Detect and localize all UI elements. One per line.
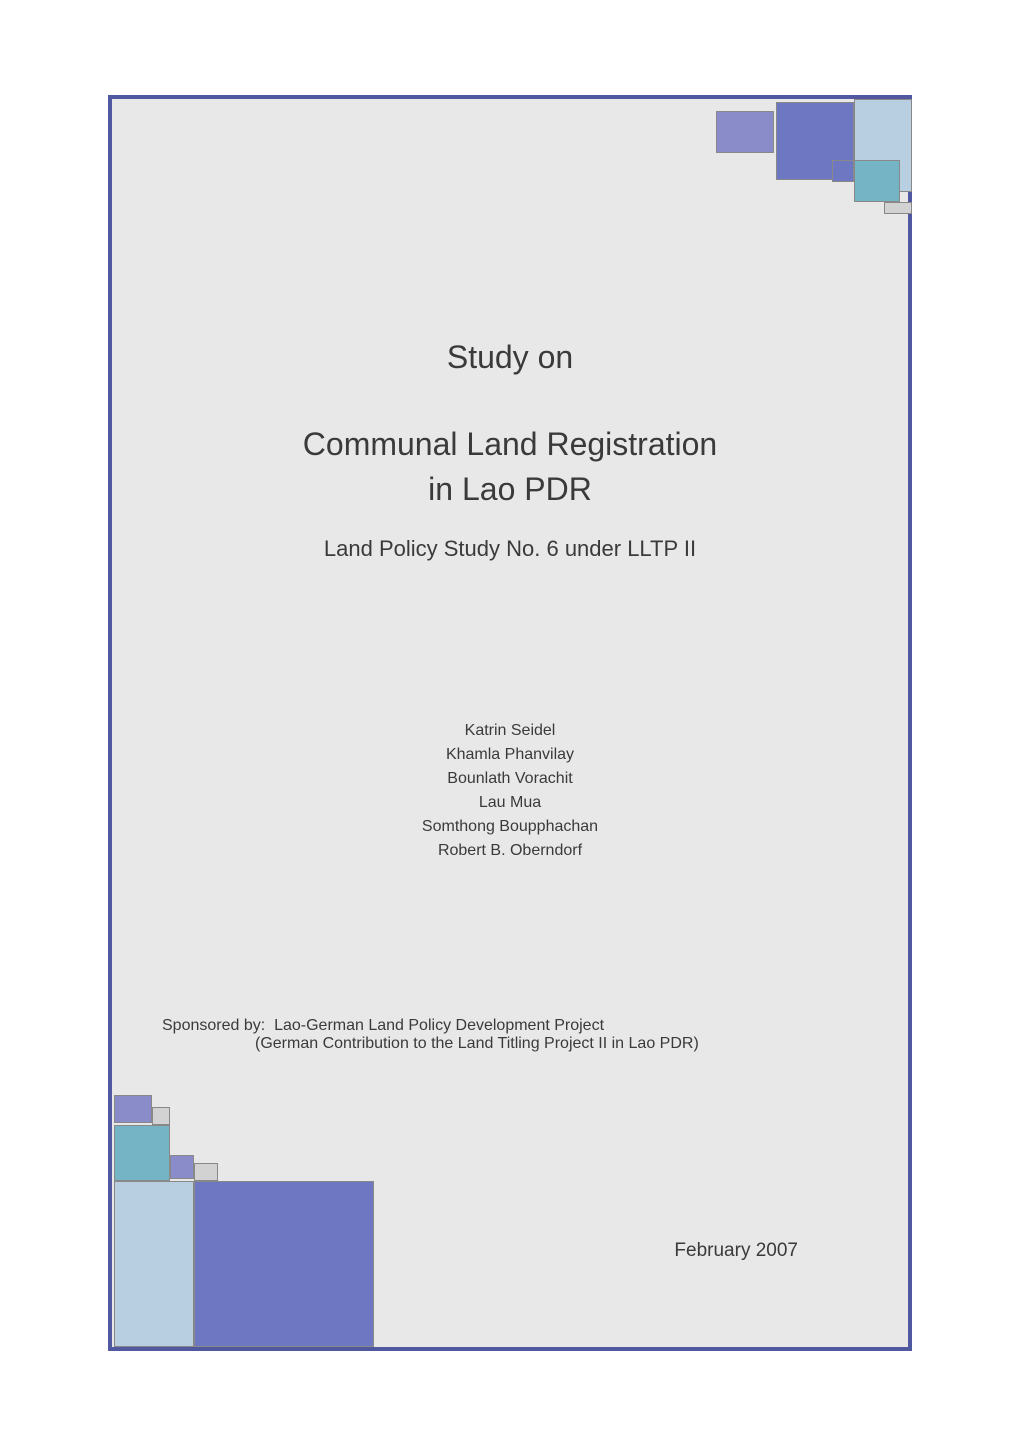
sponsor-label: Sponsored by: Lao-German Land Policy Dev… [162,1017,604,1034]
deco-square [194,1163,218,1181]
deco-square [152,1107,170,1125]
subtitle: Land Policy Study No. 6 under LLTP II [112,536,908,562]
author-name: Lau Mua [112,791,908,815]
title-line2: Communal Land Registration [112,426,908,463]
authors-section: Katrin Seidel Khamla Phanvilay Bounlath … [112,719,908,863]
title-section: Study on Communal Land Registration in L… [112,339,908,562]
author-name: Somthong Boupphachan [112,815,908,839]
deco-square [832,160,854,182]
deco-square [194,1181,374,1347]
top-right-decoration [568,99,908,229]
deco-square [114,1095,152,1123]
deco-square [854,160,900,202]
deco-square [114,1125,170,1181]
bottom-left-decoration [112,1087,492,1347]
title-line3: in Lao PDR [112,471,908,508]
deco-square [884,202,912,214]
author-name: Khamla Phanvilay [112,743,908,767]
title-line1: Study on [112,339,908,376]
author-name: Katrin Seidel [112,719,908,743]
sponsor-section: Sponsored by: Lao-German Land Policy Dev… [162,1017,862,1053]
sponsor-line2: (German Contribution to the Land Titling… [255,1035,862,1053]
author-name: Bounlath Vorachit [112,767,908,791]
date: February 2007 [674,1240,798,1262]
deco-square [170,1155,194,1179]
deco-square [716,111,774,153]
document-cover: Study on Communal Land Registration in L… [108,95,912,1351]
author-name: Robert B. Oberndorf [112,839,908,863]
deco-square [114,1181,194,1347]
